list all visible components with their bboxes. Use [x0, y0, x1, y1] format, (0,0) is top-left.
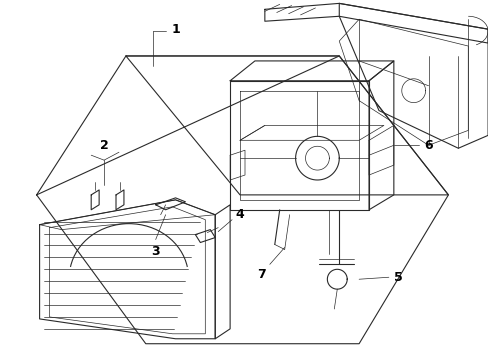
Text: 2: 2 — [100, 139, 108, 152]
Text: 4: 4 — [236, 208, 245, 221]
Text: 1: 1 — [171, 23, 180, 36]
Text: 7: 7 — [257, 268, 266, 281]
Text: 6: 6 — [424, 139, 433, 152]
Text: 5: 5 — [394, 271, 403, 284]
Text: 3: 3 — [151, 245, 160, 258]
